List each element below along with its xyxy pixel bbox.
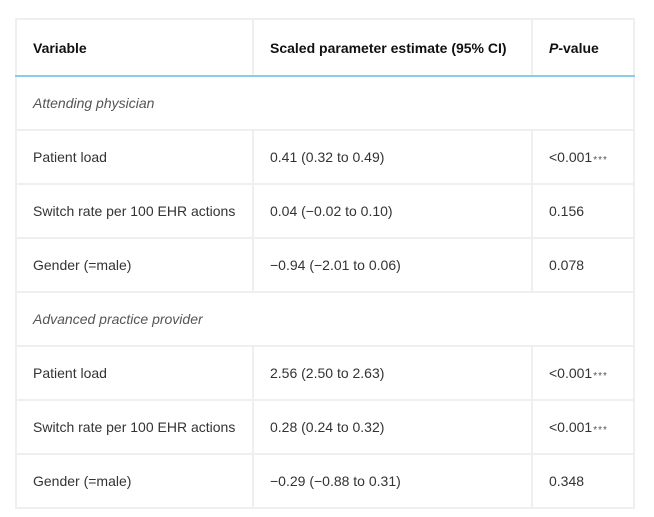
cell-variable: Switch rate per 100 EHR actions <box>15 399 254 455</box>
cell-p-value: 0.156 <box>531 183 635 239</box>
table-row: Patient load 0.41 (0.32 to 0.49) <0.001*… <box>15 129 635 185</box>
cell-variable: Gender (=male) <box>15 237 254 293</box>
section-row-app: Advanced practice provider <box>15 291 635 347</box>
cell-estimate: 0.41 (0.32 to 0.49) <box>252 129 533 185</box>
table-header: Variable Scaled parameter estimate (95% … <box>15 18 635 77</box>
cell-p-value: <0.001*** <box>531 345 635 401</box>
header-p-value: P-value <box>531 18 635 77</box>
results-table: Variable Scaled parameter estimate (95% … <box>15 18 635 509</box>
p-value-text: 0.348 <box>549 473 585 489</box>
cell-p-value: 0.348 <box>531 453 635 509</box>
cell-p-value: <0.001*** <box>531 399 635 455</box>
table-row: Patient load 2.56 (2.50 to 2.63) <0.001*… <box>15 345 635 401</box>
table-row: Gender (=male) −0.94 (−2.01 to 0.06) 0.0… <box>15 237 635 293</box>
header-p-suffix: -value <box>558 39 599 56</box>
cell-p-value: <0.001*** <box>531 129 635 185</box>
table-body: Attending physician Patient load 0.41 (0… <box>15 75 635 509</box>
cell-estimate: −0.94 (−2.01 to 0.06) <box>252 237 533 293</box>
section-row-attending: Attending physician <box>15 75 635 131</box>
p-value-text: 0.078 <box>549 257 585 273</box>
p-value-text: <0.001 <box>549 149 593 165</box>
significance-stars: *** <box>593 425 608 436</box>
p-value-text: 0.156 <box>549 203 585 219</box>
cell-estimate: −0.29 (−0.88 to 0.31) <box>252 453 533 509</box>
header-row: Variable Scaled parameter estimate (95% … <box>15 18 635 77</box>
cell-estimate: 2.56 (2.50 to 2.63) <box>252 345 533 401</box>
p-value-text: <0.001 <box>549 419 593 435</box>
p-value-text: <0.001 <box>549 365 593 381</box>
table-row: Switch rate per 100 EHR actions 0.04 (−0… <box>15 183 635 239</box>
cell-estimate: 0.28 (0.24 to 0.32) <box>252 399 533 455</box>
cell-estimate: 0.04 (−0.02 to 0.10) <box>252 183 533 239</box>
cell-p-value: 0.078 <box>531 237 635 293</box>
section-title: Attending physician <box>15 75 635 131</box>
header-p-letter: P <box>549 39 559 56</box>
significance-stars: *** <box>593 155 608 166</box>
table-row: Gender (=male) −0.29 (−0.88 to 0.31) 0.3… <box>15 453 635 509</box>
header-variable: Variable <box>15 18 254 77</box>
cell-variable: Patient load <box>15 345 254 401</box>
section-title: Advanced practice provider <box>15 291 635 347</box>
cell-variable: Patient load <box>15 129 254 185</box>
cell-variable: Switch rate per 100 EHR actions <box>15 183 254 239</box>
cell-variable: Gender (=male) <box>15 453 254 509</box>
results-table-container: Variable Scaled parameter estimate (95% … <box>15 18 635 509</box>
table-row: Switch rate per 100 EHR actions 0.28 (0.… <box>15 399 635 455</box>
significance-stars: *** <box>593 371 608 382</box>
header-estimate: Scaled parameter estimate (95% CI) <box>252 18 533 77</box>
